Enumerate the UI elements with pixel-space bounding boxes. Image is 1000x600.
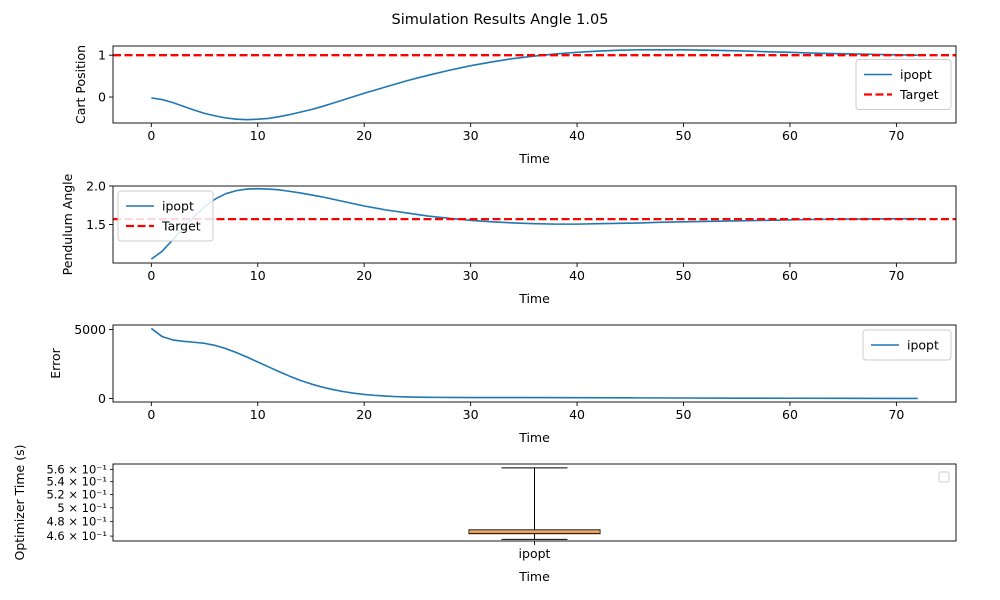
legend-box [862, 329, 952, 361]
x-axis-label: Time [518, 430, 550, 445]
legend: ipopt Target [855, 59, 952, 110]
plot-area [113, 187, 956, 260]
x-tick-label: 70 [888, 407, 904, 422]
y-tick-label: 5.4 × 10⁻¹ [46, 475, 107, 489]
y-axis-label: Error [48, 347, 63, 378]
x-tick-label: 0 [147, 268, 155, 283]
y-tick-label: 1.5 [86, 217, 106, 232]
x-tick-label: 10 [250, 128, 266, 143]
x-tick-label: 50 [676, 128, 692, 143]
x-tick-label: 50 [676, 268, 692, 283]
figure-title: Simulation Results Angle 1.05 [392, 12, 609, 28]
x-tick-label: 20 [356, 407, 372, 422]
y-tick-label: 4.8 × 10⁻¹ [46, 515, 107, 529]
x-tick-label: 40 [569, 268, 585, 283]
x-axis-label: Time [518, 569, 550, 584]
y-tick-label: 5 × 10⁻¹ [57, 501, 107, 515]
x-tick-label: 30 [463, 128, 479, 143]
x-tick-label: 10 [250, 407, 266, 422]
x-axis-label: Time [518, 291, 550, 306]
y-axis-label: Pendulum Angle [60, 173, 75, 275]
y-tick-label: 1 [98, 48, 106, 63]
plot-area [113, 48, 956, 121]
x-tick-label: 0 [147, 407, 155, 422]
x-tick-label: 40 [569, 128, 585, 143]
legend: ipopt [862, 329, 952, 361]
box-plot-ipopt [468, 467, 601, 540]
axes-frame [112, 45, 957, 124]
x-tick-label: 60 [782, 407, 798, 422]
y-tick-label: 2.0 [86, 179, 106, 194]
series-line-ipopt [150, 187, 918, 260]
x-axis-label: Time [518, 151, 550, 166]
subplot-2: 0 10 20 30 40 50 60 70 1.5 2.0 Time Pendulum Angle i… [60, 173, 957, 306]
x-tick-label: 50 [676, 407, 692, 422]
legend-box [855, 59, 952, 110]
subplot-3: 0 10 20 30 40 50 60 70 0 5000 Time Error ipopt [48, 322, 957, 445]
x-tick-label: 60 [782, 128, 798, 143]
y-tick-label: 5000 [74, 322, 106, 337]
x-tick-label: 70 [888, 268, 904, 283]
y-tick-label: 0 [98, 391, 106, 406]
y-tick-label: 0 [98, 90, 106, 105]
y-axis-label: Optimizer Time (s) [12, 445, 27, 561]
plot-area [150, 327, 918, 400]
x-tick-label: 0 [147, 128, 155, 143]
legend-label-ipopt: ipopt [907, 338, 939, 353]
x-tick-label: 70 [888, 128, 904, 143]
y-tick-label: 4.6 × 10⁻¹ [46, 529, 107, 543]
x-tick-label: 30 [463, 268, 479, 283]
legend-label-ipopt: ipopt [900, 67, 932, 82]
subplot-1: 0 10 20 30 40 50 60 70 0 1 Time Cart Position ipopt T… [73, 45, 957, 166]
y-tick-label: 5.6 × 10⁻¹ [46, 462, 107, 476]
legend-label-ipopt: ipopt [162, 199, 194, 214]
legend-box [117, 190, 214, 242]
x-tick-label: 20 [356, 128, 372, 143]
axes-frame [112, 324, 957, 403]
series-line-ipopt [150, 327, 918, 400]
x-tick-label: 10 [250, 268, 266, 283]
subplot-4: 4.6 × 10⁻¹4.8 × 10⁻¹5 × 10⁻¹5.2 × 10⁻¹5.… [12, 445, 957, 584]
legend-empty [938, 471, 950, 483]
x-tick-label: 20 [356, 268, 372, 283]
legend-label-target: Target [161, 219, 201, 234]
legend: ipopt Target [117, 190, 214, 242]
series-line-ipopt [151, 48, 918, 121]
y-tick-label: 5.2 × 10⁻¹ [46, 487, 107, 501]
legend-label-target: Target [899, 87, 939, 102]
x-tick-label: 40 [569, 407, 585, 422]
x-tick-label: 30 [463, 407, 479, 422]
x-tick-label: ipopt [519, 546, 551, 561]
x-tick-label: 60 [782, 268, 798, 283]
y-axis-label: Cart Position [73, 45, 88, 124]
